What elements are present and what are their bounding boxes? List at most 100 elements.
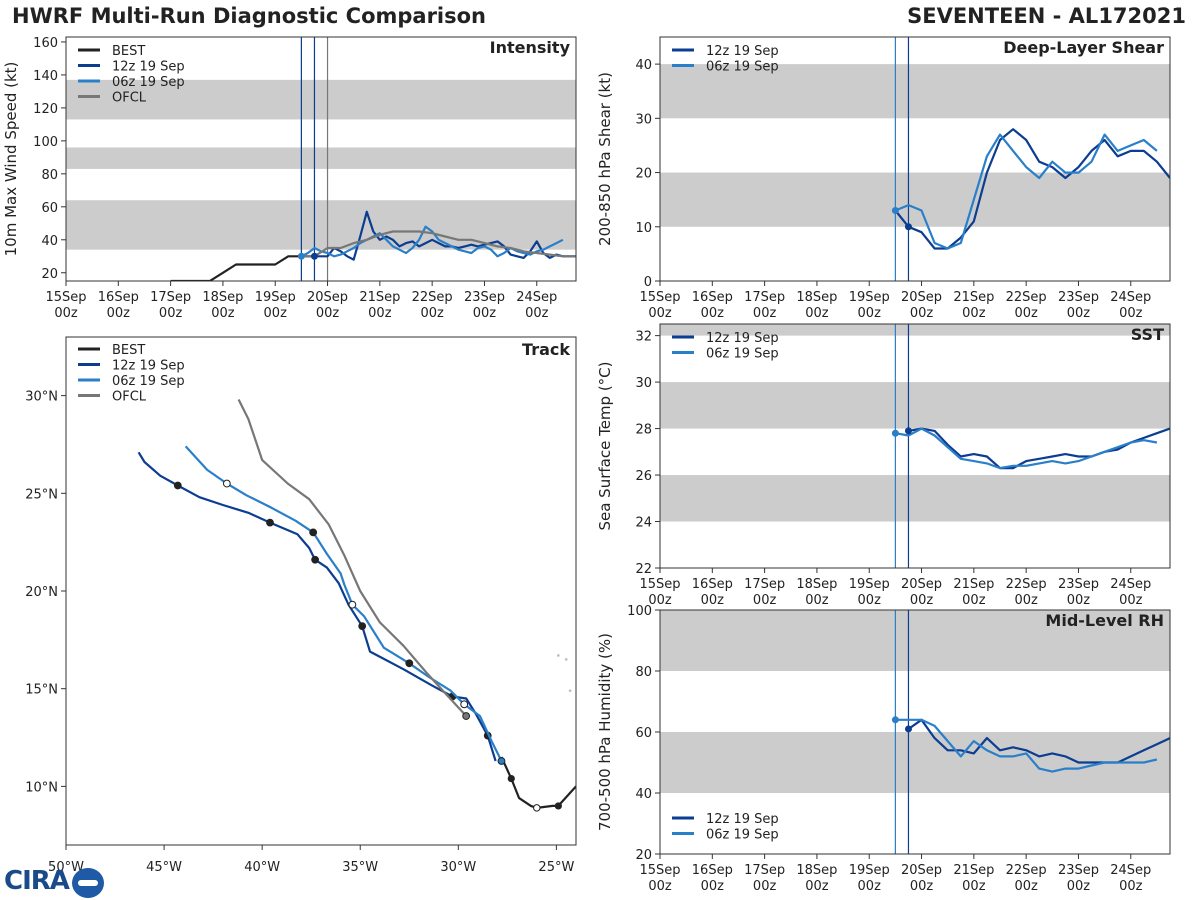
legend-label: 06z 19 Sep — [706, 347, 779, 362]
x-tick-label: 20Sep 00z — [901, 577, 942, 608]
storm-title: SEVENTEEN - AL172021 — [907, 4, 1186, 28]
series-line-run06 — [894, 133, 1158, 250]
x-tick-label: 23Sep 00z — [464, 290, 505, 321]
x-tick-label-line: 00z — [316, 306, 340, 321]
track-line-run12 — [137, 451, 497, 762]
init-marker — [904, 725, 912, 733]
legend-label: 06z 19 Sep — [706, 60, 779, 75]
track-point-run12 — [358, 622, 367, 631]
x-tick-label: 17Sep 00z — [744, 290, 785, 321]
x-tick-label-line: 18Sep — [202, 290, 243, 305]
x-tick-label: 23Sep 00z — [1058, 577, 1099, 608]
x-tick-label-line: 24Sep — [1110, 863, 1151, 878]
y-tick-label: 10°N — [25, 780, 58, 795]
x-tick-label-line: 23Sep — [1058, 863, 1099, 878]
x-tick-label-line: 00z — [368, 306, 392, 321]
x-tick-label: 19Sep 00z — [255, 290, 296, 321]
y-tick-label: 0 — [644, 275, 652, 290]
x-tick-label: 35°W — [342, 860, 378, 875]
x-tick-label-line: 00z — [858, 593, 882, 608]
x-tick-label-line: 15Sep — [45, 290, 86, 305]
y-tick-label: 60 — [635, 726, 652, 741]
x-tick-label-line: 23Sep — [1058, 290, 1099, 305]
panel-title: Track — [522, 340, 570, 359]
y-tick-label: 25°N — [25, 487, 58, 502]
x-tick-label-line: 00z — [648, 593, 672, 608]
y-tick-label: 20 — [635, 167, 652, 182]
x-tick-label: 22Sep 00z — [1006, 863, 1047, 894]
init-marker — [904, 223, 912, 231]
x-tick-label-line: 00z — [701, 879, 725, 894]
y-tick-label: 60 — [41, 201, 58, 216]
plot-frame — [659, 36, 1171, 282]
x-tick-label-line: 00z — [962, 879, 986, 894]
panel-rh: 20 40 60 80 100 700-500 hPa Humidity (%) 15Sep… — [596, 604, 1171, 894]
track-point-run12 — [266, 518, 274, 527]
x-tick-label: 25°W — [538, 860, 574, 875]
y-tick-label: 40 — [635, 58, 652, 73]
x-tick-label: 24Sep 00z — [1110, 577, 1151, 608]
x-tick-label: 45°W — [146, 860, 182, 875]
track-point-ofcl — [462, 712, 471, 720]
x-tick-label: 30°W — [440, 860, 476, 875]
x-tick-label-line: 00z — [264, 306, 288, 321]
x-tick-label-line: 21Sep — [359, 290, 400, 305]
x-tick-label: 21Sep 00z — [359, 290, 400, 321]
x-tick-label-line: 23Sep — [1058, 577, 1099, 592]
x-tick-label-line: 16Sep — [692, 863, 733, 878]
y-tick-label: 80 — [635, 665, 652, 680]
x-tick-label-line: 00z — [54, 306, 78, 321]
x-tick-label-line: 00z — [107, 306, 131, 321]
x-tick-label: 23Sep 00z — [1058, 863, 1099, 894]
x-tick-label: 24Sep 00z — [516, 290, 557, 321]
x-tick-label-line: 00z — [701, 593, 725, 608]
x-tick-label-line: 00z — [805, 593, 829, 608]
y-tick-label: 100 — [627, 604, 652, 619]
legend-label: 12z 19 Sep — [112, 60, 185, 75]
y-tick-label: 80 — [41, 168, 58, 183]
x-tick-label-line: 00z — [525, 306, 549, 321]
x-tick-label-line: 00z — [858, 879, 882, 894]
x-tick-label: 15Sep 00z — [639, 290, 680, 321]
x-tick-label-line: 00z — [1014, 306, 1038, 321]
x-tick-label: 16Sep 00z — [98, 290, 139, 321]
x-tick-label: 18Sep 00z — [202, 290, 243, 321]
init-marker — [904, 427, 912, 435]
x-tick-label-line: 20Sep — [901, 577, 942, 592]
series-group — [891, 716, 1170, 773]
shade-band — [660, 382, 1170, 429]
plot-frame — [659, 323, 1171, 569]
x-tick-label: 16Sep 00z — [692, 290, 733, 321]
x-tick-label: 23Sep 00z — [1058, 290, 1099, 321]
x-tick-label-line: 24Sep — [1110, 290, 1151, 305]
x-tick-label: 22Sep 00z — [1006, 577, 1047, 608]
track-point-run06 — [405, 659, 414, 668]
series-group — [170, 210, 576, 281]
y-tick-label: 160 — [33, 36, 58, 51]
x-tick-label-line: 00z — [910, 306, 934, 321]
y-axis-label: Sea Surface Temp (°C) — [596, 361, 614, 530]
x-tick-label-line: 17Sep — [744, 863, 785, 878]
y-tick-label: 140 — [33, 69, 58, 84]
y-axis-label: 200-850 hPa Shear (kt) — [596, 72, 614, 246]
x-tick-label-line: 00z — [805, 306, 829, 321]
x-tick-label-line: 00z — [753, 306, 777, 321]
cira-logo: CIRA — [4, 866, 70, 896]
legend-label: 12z 19 Sep — [706, 812, 779, 827]
x-tick-label-line: 00z — [159, 306, 183, 321]
shade-band — [66, 147, 576, 169]
x-tick-label-line: 20Sep — [307, 290, 348, 305]
series-line-best — [170, 255, 315, 281]
y-tick-label: 120 — [33, 102, 58, 117]
y-tick-label: 15°N — [25, 683, 58, 698]
x-tick-label-line: 21Sep — [953, 290, 994, 305]
y-tick-label: 20°N — [25, 585, 58, 600]
x-tick-label-line: 20Sep — [901, 863, 942, 878]
x-tick-label: 18Sep 00z — [796, 290, 837, 321]
plot-frame — [65, 36, 577, 282]
x-tick-label: 20Sep 00z — [901, 290, 942, 321]
track-line-run06 — [184, 445, 503, 762]
y-tick-label: 40 — [41, 234, 58, 249]
panel-title: SST — [1131, 325, 1164, 344]
